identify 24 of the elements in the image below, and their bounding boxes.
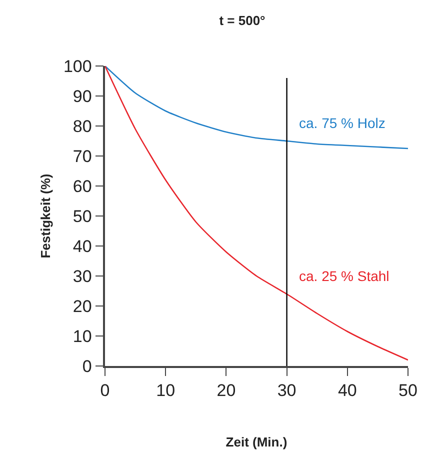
y-tick-label: 80 — [72, 116, 92, 136]
y-tick-label: 0 — [82, 356, 92, 376]
y-tick-label: 50 — [72, 206, 92, 226]
x-tick-label: 0 — [100, 381, 110, 400]
series-label: ca. 25 % Stahl — [299, 268, 390, 284]
x-tick-label: 30 — [277, 381, 296, 400]
y-tick-label: 70 — [72, 146, 92, 166]
series-label: ca. 75 % Holz — [299, 115, 386, 131]
y-axis-title: Festigkeit (%) — [38, 174, 53, 258]
y-tick-label: 10 — [72, 326, 92, 346]
chart-title: t = 500° — [219, 12, 266, 28]
y-tick-label: 20 — [72, 296, 92, 316]
line-series — [105, 66, 408, 150]
x-tick-label: 40 — [338, 381, 357, 400]
y-tick-label: 60 — [72, 176, 92, 196]
x-tick-label: 10 — [156, 381, 176, 400]
y-tick-label: 40 — [72, 236, 92, 256]
y-tick-label: 100 — [63, 56, 92, 76]
x-tick-label: 50 — [398, 381, 418, 400]
x-tick-label: 20 — [216, 381, 236, 400]
line-series — [105, 66, 408, 361]
y-tick-label: 90 — [72, 86, 92, 106]
y-tick-label: 30 — [72, 266, 92, 286]
x-axis-title: Zeit (Min.) — [226, 434, 288, 450]
